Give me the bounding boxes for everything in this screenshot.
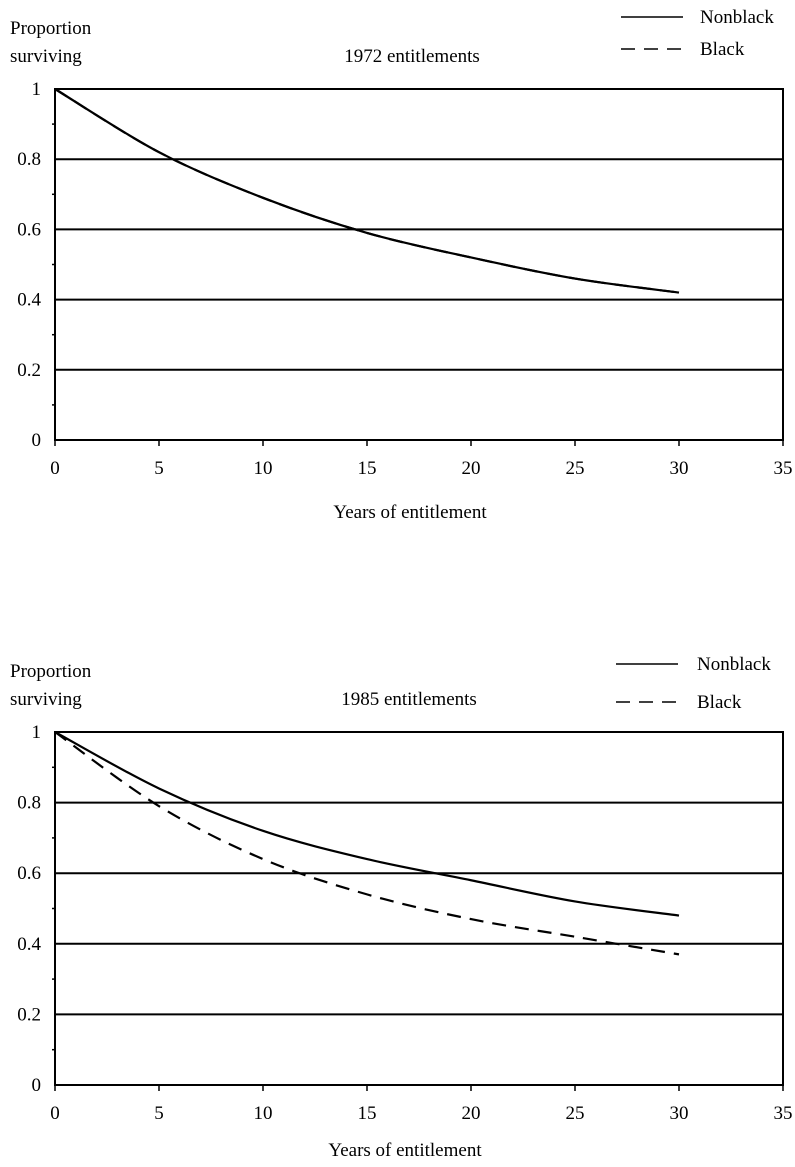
chart-title: 1972 entitlements [344,46,480,67]
y-axis-label-line-1: Proportion [10,661,92,682]
x-tick-label: 35 [774,458,793,479]
chart-1972-svg: 0 5 10 15 20 25 30 35 0 0.2 0.4 0.6 0.8 1 Proportion su… [10,7,793,523]
chart-1985-svg: 0 5 10 15 20 25 30 35 0 0.2 0.4 0.6 0.8 1 Proportion su… [10,654,793,1161]
y-tick-label: 1 [32,79,42,100]
series-line-black [54,731,680,956]
series-line-nonblack [54,731,680,917]
y-tick-label: 0.4 [17,934,41,955]
y-tick-label: 0.2 [17,360,41,381]
y-tick-label: 0 [32,430,42,451]
x-axis-label: Years of entitlement [333,502,487,523]
chart-1985-entitlements: 0 5 10 15 20 25 30 35 0 0.2 0.4 0.6 0.8 1 Proportion su… [0,645,795,1162]
y-tick-label: 0.2 [17,1004,41,1025]
x-tick-label: 15 [358,1103,377,1124]
x-tick-label: 0 [50,458,60,479]
y-tick-label: 0.6 [17,219,41,240]
y-tick-label: 0.8 [17,793,41,814]
x-tick-label: 25 [566,1103,585,1124]
chart-1972-entitlements: 0 5 10 15 20 25 30 35 0 0.2 0.4 0.6 0.8 1 Proportion su… [0,0,795,540]
y-tick-label: 0 [32,1075,42,1096]
plot-frame [54,731,784,1086]
y-tick-label: 0.8 [17,149,41,170]
x-tick-label: 0 [50,1103,60,1124]
x-tick-label: 5 [154,1103,164,1124]
chart-title: 1985 entitlements [341,689,477,710]
x-axis-label: Years of entitlement [328,1140,482,1161]
x-tick-label: 20 [462,1103,481,1124]
legend-label-black: Black [700,39,745,60]
legend-label-nonblack: Nonblack [700,7,774,28]
y-tick-label: 1 [32,722,42,743]
x-tick-label: 20 [462,458,481,479]
x-tick-label: 30 [670,1103,689,1124]
legend-label-nonblack: Nonblack [697,654,771,675]
x-tick-label: 10 [254,458,273,479]
x-tick-label: 25 [566,458,585,479]
series-line-black [54,88,680,294]
y-tick-label: 0.6 [17,863,41,884]
plot-frame [54,88,784,441]
y-axis-label-line-1: Proportion [10,18,92,39]
y-tick-label: 0.4 [17,290,41,311]
x-tick-label: 15 [358,458,377,479]
x-tick-label: 30 [670,458,689,479]
series-line-nonblack [54,88,680,294]
y-axis-label-line-2: surviving [10,46,82,67]
y-axis-label-line-2: surviving [10,689,82,710]
x-tick-label: 10 [254,1103,273,1124]
x-tick-label: 35 [774,1103,793,1124]
legend-label-black: Black [697,692,742,713]
x-tick-label: 5 [154,458,164,479]
